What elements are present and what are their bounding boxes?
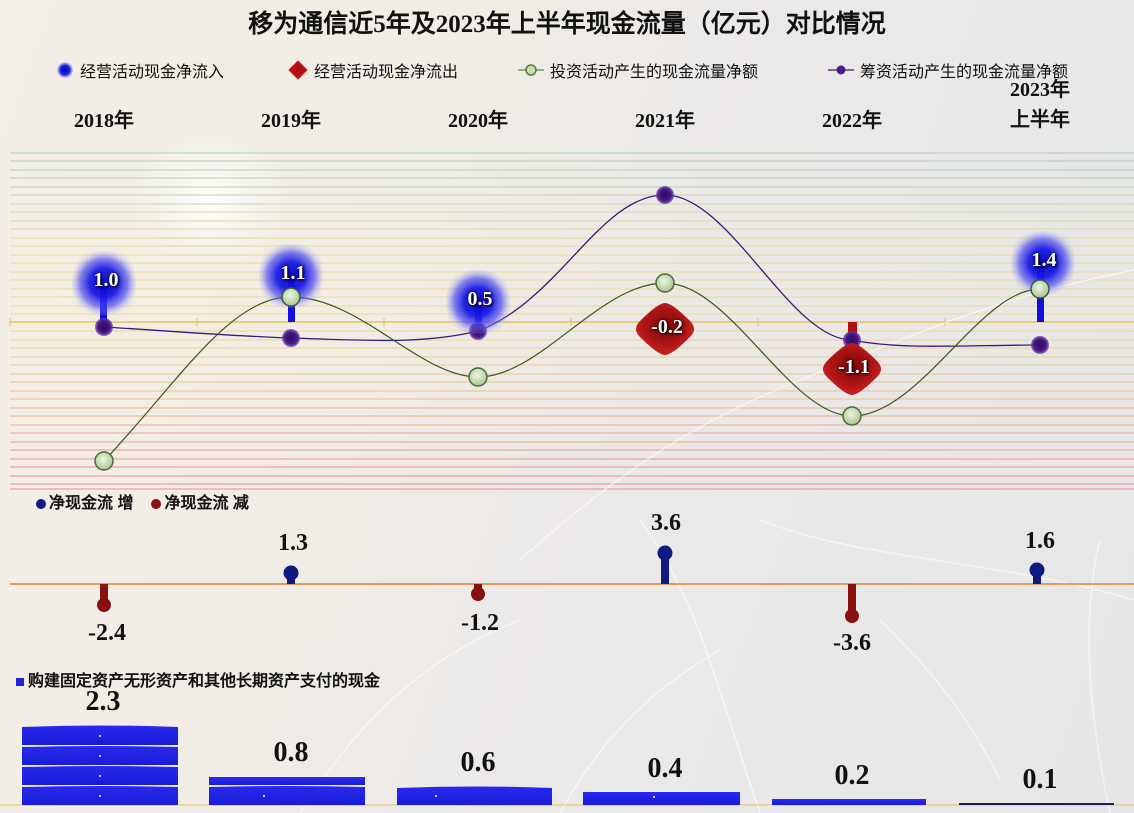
legend-item-investing: 投资活动产生的现金流量净额	[518, 58, 758, 82]
investing-line	[103, 282, 1041, 462]
net-cash-legend-decrease: 净现金流 减	[151, 489, 249, 513]
purple-dot-line-icon	[828, 65, 854, 75]
legend-item-financing: 筹资活动产生的现金流量净额	[828, 58, 1068, 82]
legend-item-operating-outflow: 经营活动现金净流出	[288, 58, 458, 82]
net-cash-label-2021: 3.6	[651, 510, 681, 536]
category-label-2021: 2021年	[635, 110, 695, 132]
category-label-2022: 2022年	[822, 110, 882, 132]
operating-inflow-markers	[72, 231, 1075, 334]
gridlines	[10, 152, 1134, 490]
operating-stems	[100, 260, 1044, 336]
operating-label-2020: 0.5	[467, 288, 493, 310]
capex-bars	[22, 725, 1114, 805]
operating-label-2021: -0.2	[651, 316, 683, 338]
operating-outflow-markers	[636, 303, 881, 395]
chart-title: 移为通信近5年及2023年上半年现金流量（亿元）对比情况	[248, 11, 886, 38]
net-cash-label-2018: -2.4	[88, 620, 126, 646]
blue-dot-icon	[36, 498, 46, 509]
operating-label-2023h1: 1.4	[1031, 249, 1057, 271]
legend-label: 净现金流 增	[49, 495, 134, 512]
net-cash-label-2020: -1.2	[461, 610, 499, 636]
net-cash-label-2022: -3.6	[833, 630, 871, 656]
investing-markers	[94, 273, 1050, 471]
net-cash-legend: 净现金流 增 净现金流 减	[36, 489, 249, 513]
capex-label-2019: 0.8	[273, 737, 309, 768]
capex-label-2021: 0.4	[647, 753, 683, 784]
legend-label: 购建固定资产无形资产和其他长期资产支付的现金	[28, 673, 381, 690]
category-label-2018: 2018年	[74, 110, 134, 132]
category-label-line2: 上半年	[1010, 109, 1070, 131]
capex-label-2022: 0.2	[834, 760, 870, 791]
legend-item-operating-inflow: 经营活动现金净流入	[56, 58, 224, 82]
capex-label-2020: 0.6	[460, 747, 496, 778]
operating-label-2022: -1.1	[838, 356, 870, 378]
green-circle-line-icon	[518, 64, 544, 76]
category-label-line1: 2023年	[1010, 79, 1070, 101]
operating-label-2018: 1.0	[93, 269, 119, 291]
net-cash-label-2023h1: 1.6	[1025, 528, 1055, 554]
legend-label: 经营活动现金净流入	[80, 64, 225, 81]
red-diamond-icon	[288, 60, 308, 80]
net-cash-lollipops	[97, 545, 1045, 623]
blue-square-icon	[16, 677, 24, 686]
category-label-2020: 2020年	[448, 110, 508, 132]
blue-dot-icon	[57, 62, 73, 78]
capex-bar-dots	[99, 735, 655, 798]
capex-label-2023h1: 0.1	[1022, 764, 1058, 795]
capex-label-2018: 2.3	[85, 686, 121, 717]
red-dot-icon	[151, 498, 162, 509]
top-zero-axis	[9, 318, 1134, 326]
legend-label: 经营活动现金净流出	[314, 64, 459, 81]
capex-legend: 购建固定资产无形资产和其他长期资产支付的现金	[16, 667, 380, 691]
net-cash-label-2019: 1.3	[278, 530, 308, 556]
financing-line	[103, 194, 1041, 347]
legend-label: 净现金流 减	[164, 495, 249, 512]
legend: 经营活动现金净流入 经营活动现金净流出 投资活动产生的现金流量净额 筹资活动产生…	[0, 58, 1134, 82]
operating-label-2019: 1.1	[280, 262, 306, 284]
category-label-2023h1: 2023年 上半年	[980, 77, 1100, 133]
category-label-2019: 2019年	[261, 110, 321, 132]
legend-label: 投资活动产生的现金流量净额	[550, 64, 759, 81]
legend-label: 筹资活动产生的现金流量净额	[860, 64, 1069, 81]
net-cash-legend-increase: 净现金流 增	[36, 489, 133, 513]
